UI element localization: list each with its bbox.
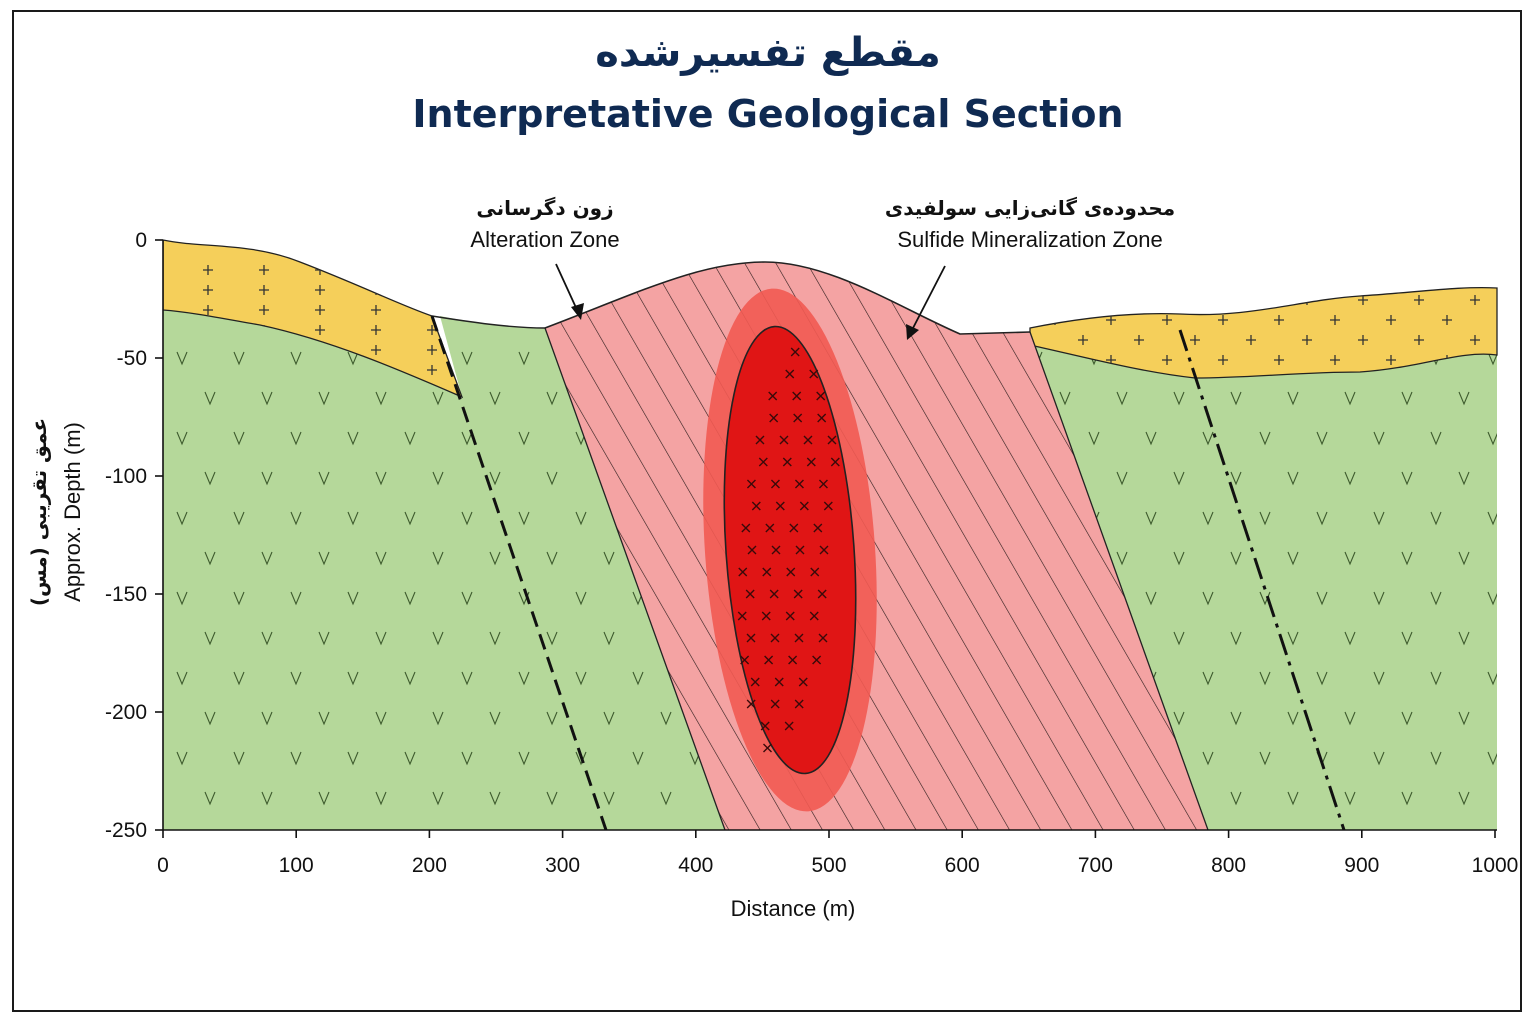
x-axis-ticks: 0 100 200 300 400 500 600 700 800 900 1000: [157, 830, 1518, 877]
x-tick-label: 100: [279, 854, 314, 877]
x-tick-label: 800: [1211, 854, 1246, 877]
sulfide-arrow: [911, 265, 946, 331]
x-tick-label: 0: [157, 854, 169, 877]
sulfide-mineralization-core: [723, 325, 857, 775]
y-axis-label-persian: عمق تقریبی (مس): [27, 418, 51, 606]
x-tick-label: 300: [545, 854, 580, 877]
title-persian: مقطع تفسیرشده: [595, 30, 941, 76]
y-tick-label: 0: [135, 229, 147, 252]
sulfide-label-english: Sulfide Mineralization Zone: [897, 227, 1162, 252]
fault-right: [1178, 329, 1346, 830]
y-tick-label: -150: [105, 583, 147, 606]
x-axis-label: Distance (m): [731, 896, 856, 921]
sulfide-label-persian: محدوده‌ی گانی‌زایی سولفیدی: [885, 196, 1175, 220]
title-english: Interpretative Geological Section: [412, 92, 1124, 136]
alteration-label-english: Alteration Zone: [470, 227, 619, 252]
sulfide-x-texture: [737, 347, 840, 753]
y-tick-label: -250: [105, 819, 147, 842]
axes: [162, 240, 1497, 831]
figure-frame: [12, 10, 1522, 1012]
alteration-label-persian: زون دگرسانی: [476, 196, 613, 220]
x-tick-label: 1000: [1472, 854, 1519, 877]
fault-left: [430, 315, 608, 830]
x-tick-label: 400: [678, 854, 713, 877]
y-axis-ticks: 0 -50 -100 -150 -200 -250: [105, 229, 163, 842]
y-tick-label: -200: [105, 701, 147, 724]
x-tick-label: 900: [1344, 854, 1379, 877]
alteration-arrow: [555, 263, 579, 313]
y-tick-label: -100: [105, 465, 147, 488]
x-tick-label: 600: [945, 854, 980, 877]
x-tick-label: 700: [1078, 854, 1113, 877]
overburden-left: [163, 239, 464, 399]
y-axis-label-english: Approx. Depth (m): [60, 422, 85, 602]
x-tick-label: 200: [412, 854, 447, 877]
x-tick-label: 500: [811, 854, 846, 877]
y-tick-label: -50: [117, 347, 147, 370]
